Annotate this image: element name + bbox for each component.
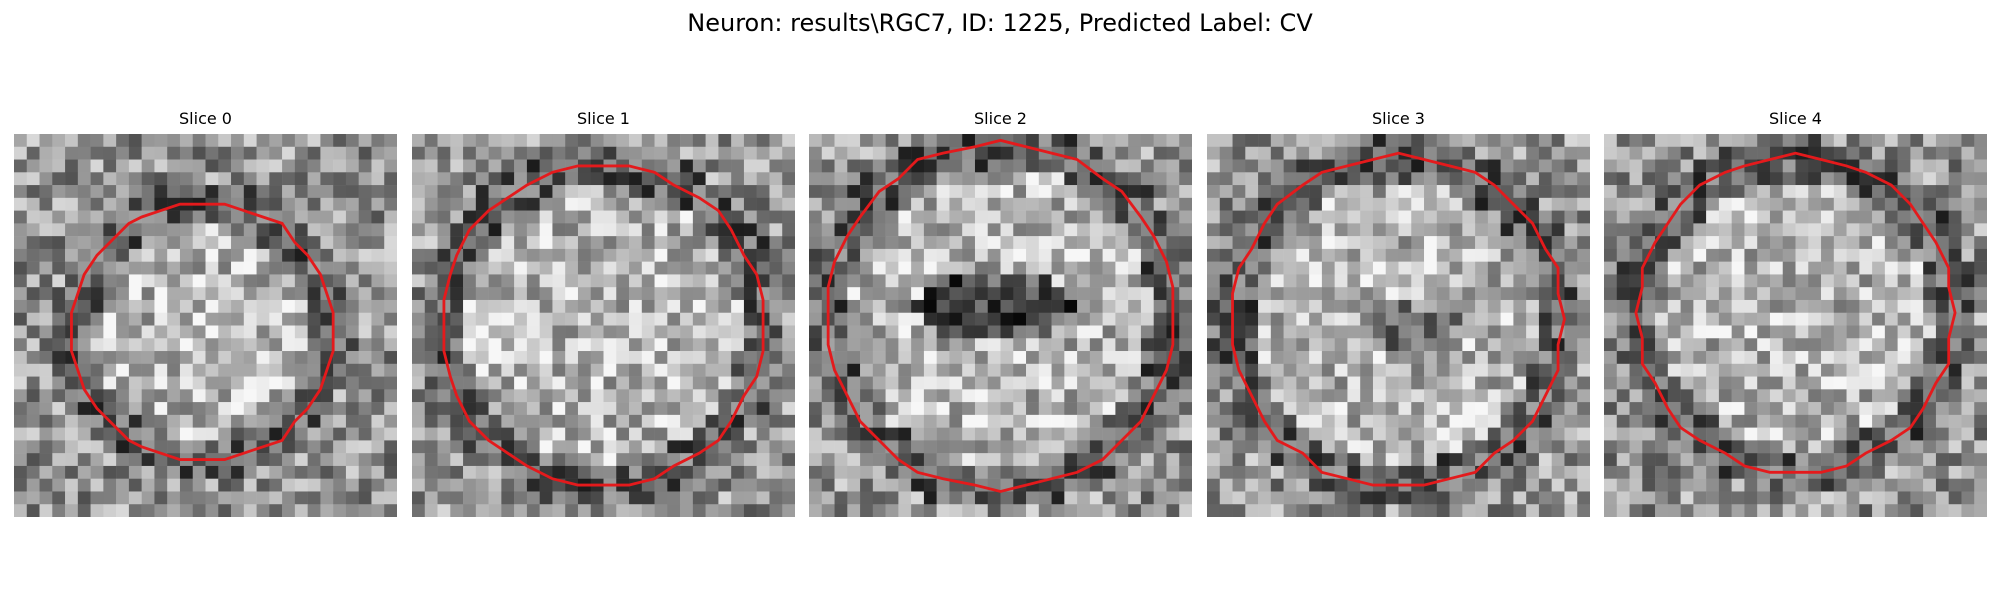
grayscale-pixels [809,134,1192,517]
grayscale-pixels [1604,134,1987,517]
cell-contour [442,164,765,487]
cell-contour [826,138,1175,493]
slice-panel-1: Slice 1 [412,108,795,517]
slice-title: Slice 2 [974,109,1027,128]
cell-contour [1634,151,1957,474]
grayscale-pixels [412,134,795,517]
cell-contour [70,202,335,461]
slice-panel-4: Slice 4 [1604,108,1987,517]
figure-title: Neuron: results\RGC7, ID: 1225, Predicte… [687,9,1313,37]
slice-title: Slice 1 [577,109,630,128]
slice-panel-2: Slice 2 [809,108,1192,517]
grayscale-pixels [1207,134,1590,517]
slice-image [14,134,397,517]
grayscale-pixels [14,134,397,517]
slice-image [1207,134,1590,517]
slice-panel-3: Slice 3 [1207,108,1590,517]
slice-image [809,134,1192,517]
slice-image [412,134,795,517]
slice-title: Slice 3 [1372,109,1425,128]
cell-contour [1231,151,1566,487]
slice-title: Slice 0 [179,109,232,128]
slice-panel-0: Slice 0 [14,108,397,517]
slice-title: Slice 4 [1769,109,1822,128]
slice-image [1604,134,1987,517]
